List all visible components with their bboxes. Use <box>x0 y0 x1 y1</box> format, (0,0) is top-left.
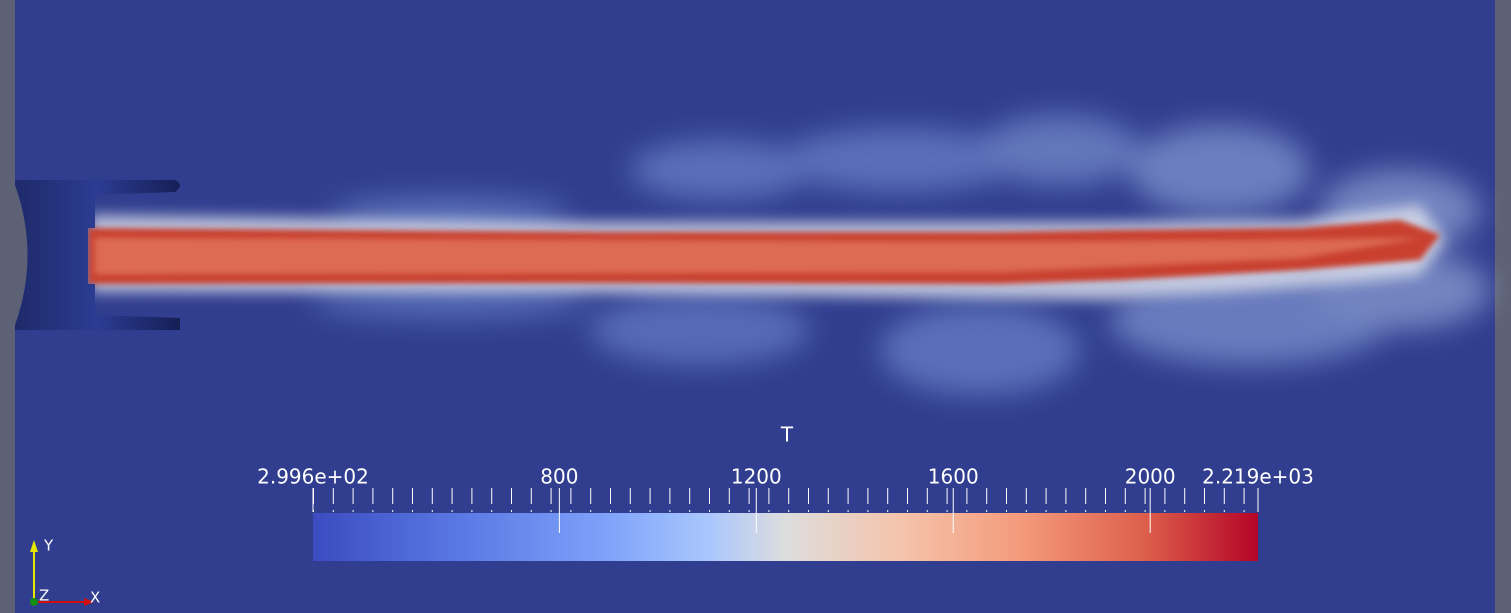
axis-label-y: Y <box>43 537 54 555</box>
colorbar-gradient <box>313 513 1258 561</box>
frame-left <box>0 0 15 613</box>
colorbar-title: T <box>780 423 794 447</box>
tick-label: 1600 <box>928 465 979 489</box>
range-label: 2.219e+03 <box>1202 465 1314 489</box>
nozzle <box>15 180 180 330</box>
axes-triad: Y Z X <box>30 537 100 607</box>
minor-ticks <box>313 488 1258 512</box>
tick-label: 800 <box>540 465 578 489</box>
colorbar: T 2.996e+02 2.219e+03 800 1200 1600 2000 <box>257 423 1314 561</box>
axis-label-z: Z <box>39 587 49 605</box>
range-label: 2.996e+02 <box>257 465 369 489</box>
temperature-field <box>88 115 1490 395</box>
tick-label: 1200 <box>731 465 782 489</box>
axis-label-x: X <box>90 589 100 607</box>
tick-label: 2000 <box>1125 465 1176 489</box>
frame-right <box>1495 0 1511 613</box>
